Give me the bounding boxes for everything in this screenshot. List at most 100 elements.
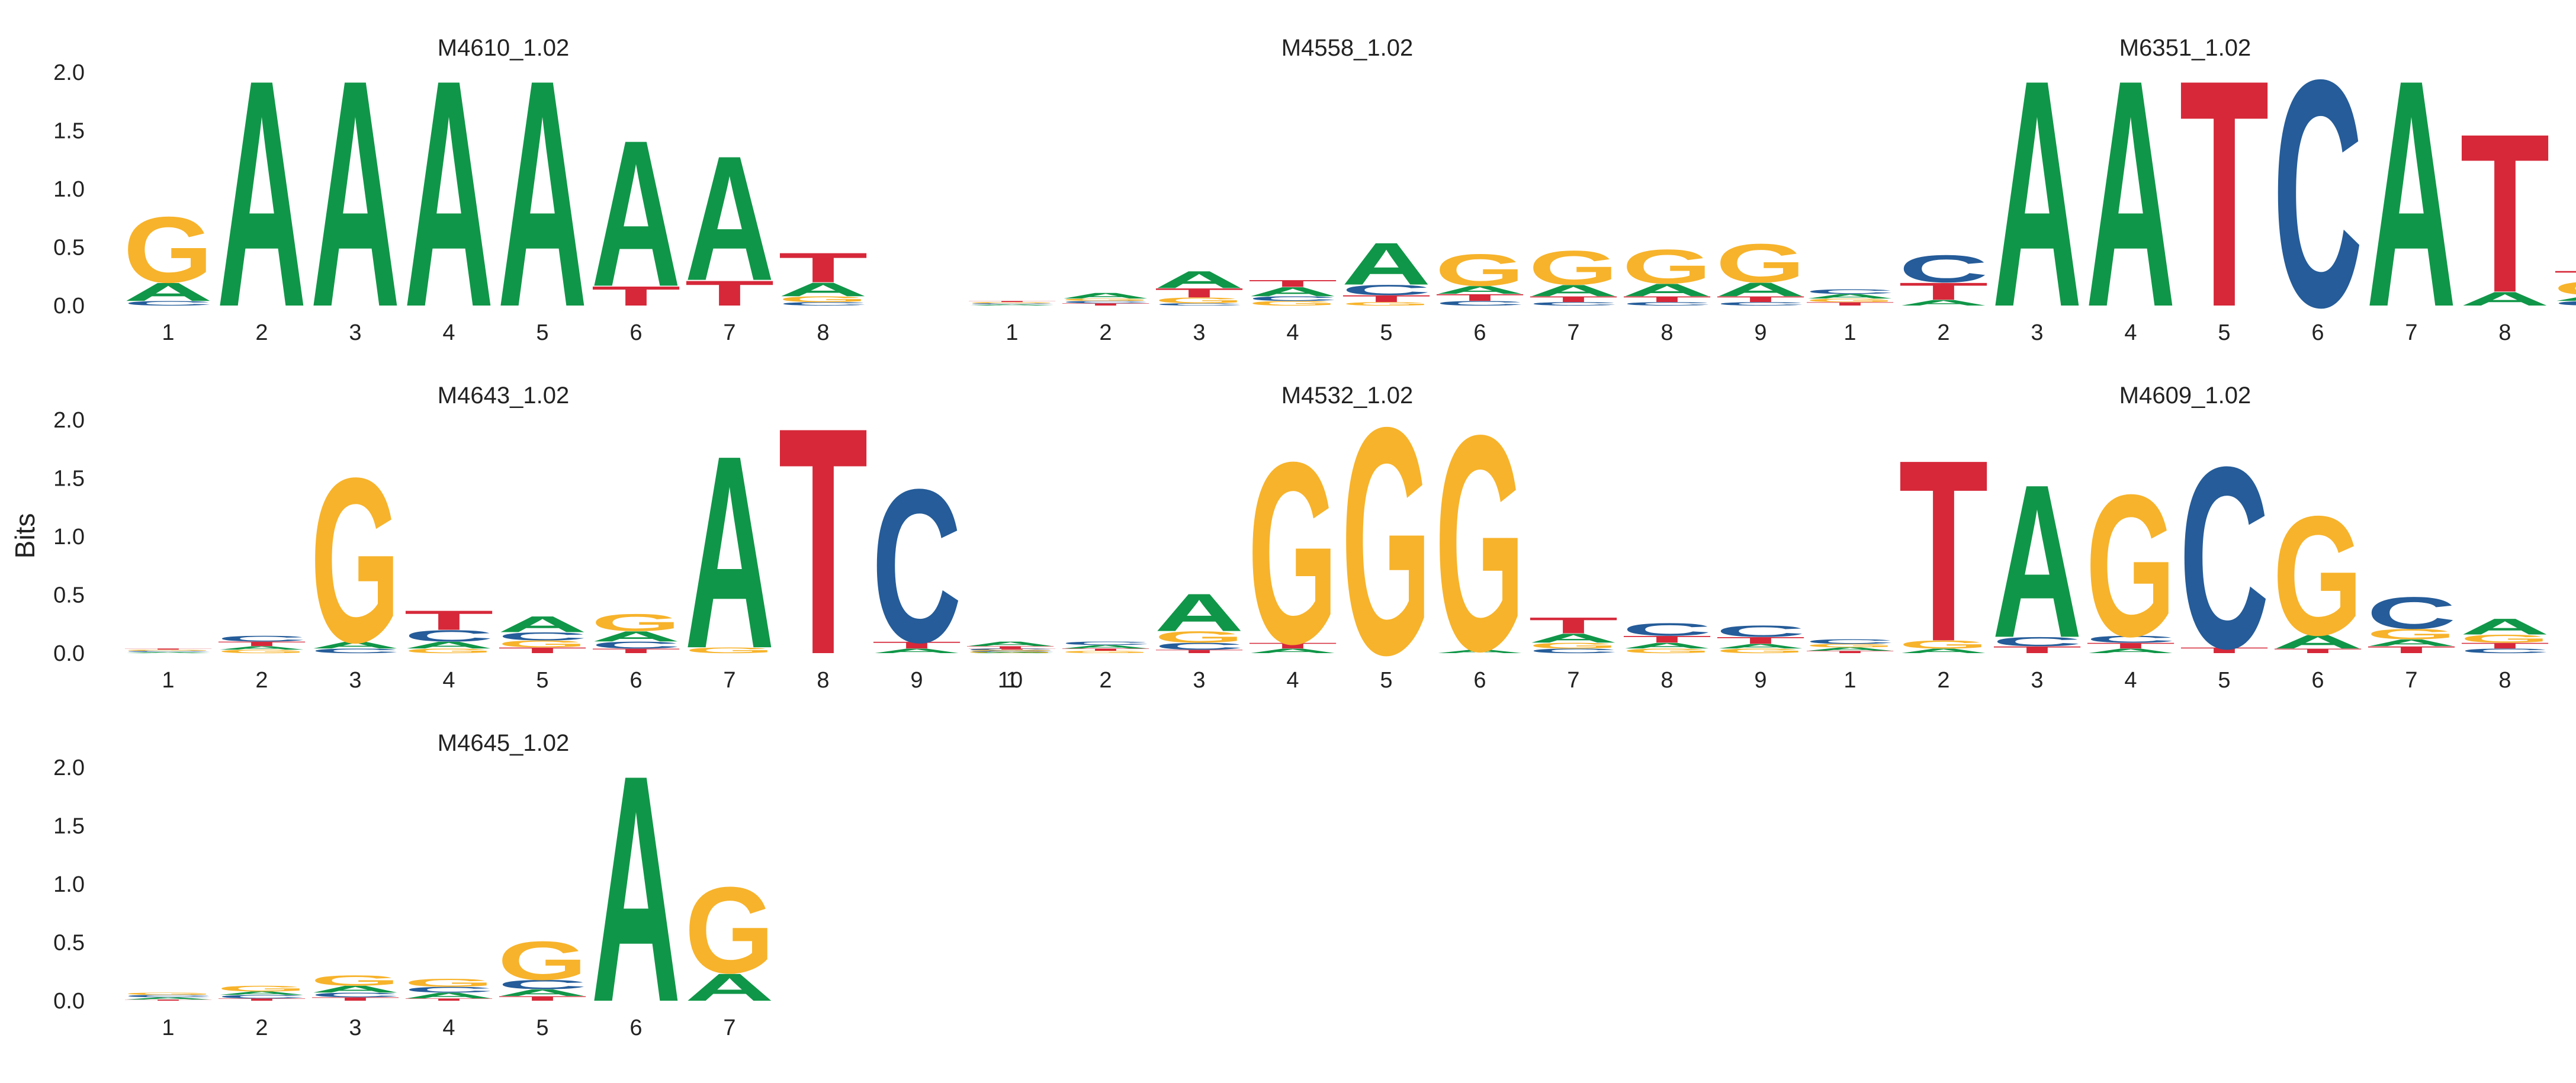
y-tick-label: 0.5 [53,583,85,608]
logo-letter-g: G [1248,408,1338,698]
logo-letter-t: T [497,995,587,1002]
y-tick-label: 2.0 [53,60,85,85]
logo-letter-t: T [1992,644,2082,655]
logo-letter-a: A [967,304,1057,306]
x-tick-label: 1 [1006,320,1018,345]
panel-title: M4610_1.02 [438,35,569,61]
logo-letter-a: A [1154,266,1244,294]
logo-letter-c: C [123,994,213,998]
x-tick-label: 3 [349,1015,361,1040]
logo-letter-a: A [1248,284,1338,298]
logo-letter-a: A [217,645,307,651]
logo-letter-c: C [123,651,213,653]
logo-letter-c: C [1528,647,1618,654]
x-tick-label: 7 [723,668,735,693]
logo-letter-a: A [497,12,587,374]
x-tick-label: 7 [723,320,735,345]
logo-letter-t: T [1622,634,1712,645]
logo-letter-c: C [310,991,400,998]
logo-letter-g: G [2553,277,2576,299]
y-tick-label: 2.0 [53,756,85,780]
x-tick-label: 4 [2124,320,2137,345]
logo-letter-t: T [123,648,213,650]
x-tick-label: 5 [536,668,548,693]
logo-letter-c: C [1992,634,2082,648]
logo-letter-g: G [217,649,307,654]
x-tick-label: 5 [536,320,548,345]
logo-letter-t: T [1061,648,1151,651]
panel-title: M4558_1.02 [1281,35,1413,61]
logo-letter-c: C [2086,634,2176,644]
y-tick-label: 1.5 [53,119,85,144]
logo-letter-g: G [497,638,587,649]
logo-letter-a: A [1061,644,1151,650]
x-tick-label: 8 [2498,320,2511,345]
logo-letter-a: A [1622,641,1712,650]
logo-letter-c: C [965,648,1055,651]
logo-letter-c: C [967,303,1057,305]
x-tick-label: 6 [629,320,642,345]
logo-letter-c: C [1154,641,1244,651]
logo-letter-t: T [1716,295,1806,304]
x-tick-label: 10 [998,668,1023,693]
logo-letter-a: A [591,628,681,645]
logo-letter-g: G [1716,647,1806,654]
logo-letter-c: C [1248,295,1338,302]
x-tick-label: 5 [1380,320,1392,345]
logo-letter-a: A [1435,284,1525,296]
logo-letter-a: A [310,12,400,374]
logo-letter-a: A [1435,649,1525,654]
logo-letter-c: C [217,634,307,643]
y-tick-label: 0.5 [53,236,85,261]
logo-letter-g: G [965,650,1055,654]
x-tick-label: 7 [1567,320,1579,345]
logo-letter-c: C [1716,622,1806,641]
logo-letter-t: T [2460,87,2550,340]
logo-letter-c: C [1805,288,1895,295]
y-tick-label: 0.5 [53,931,85,956]
logo-letter-g: G [1248,300,1338,307]
x-tick-label: 1 [1006,668,1018,693]
x-tick-label: 3 [1193,320,1205,345]
logo-letter-c: C [123,300,213,307]
logo-letter-c: C [591,639,681,650]
panel-title: M6351_1.02 [2119,35,2251,61]
logo-letter-g: G [123,992,213,995]
logo-letter-g: G [1622,239,1712,294]
x-tick-label: 9 [1754,668,1766,693]
logo-panel: M4558_1.021ACGT2TCGA3CGTA4GCAT5GTCA6CTAG… [967,35,1806,345]
y-axis-label: Bits [9,513,40,559]
logo-letter-a: A [1061,291,1151,300]
logo-panel: M4645_1.020.00.51.01.52.01TACG2TCAG3TCAG… [53,708,775,1069]
logo-letter-c: C [1622,619,1712,639]
logo-letter-t: T [217,640,307,647]
logo-letter-c: C [2273,12,2363,374]
logo-letter-c: C [1061,300,1151,304]
logo-letter-g: G [1061,650,1151,654]
logo-letter-t: T [965,645,1055,649]
logo-letter-g: G [685,862,775,999]
logo-letter-t: T [2553,268,2576,284]
x-tick-label: 3 [2031,668,2043,693]
logo-letter-t: T [1248,641,1338,650]
logo-letter-c: C [2460,647,2550,654]
x-tick-label: 6 [2311,668,2324,693]
logo-letter-c: C [1716,301,1806,307]
logo-letter-a: A [217,991,307,996]
logo-letter-c: C [404,985,494,994]
logo-letter-a: A [2366,12,2456,374]
logo-letter-a: A [1899,647,1989,654]
logo-letter-t: T [591,647,681,654]
logo-letter-a: A [310,639,400,650]
x-tick-label: 2 [255,1015,268,1040]
logo-letter-g: G [2366,626,2456,642]
logo-letter-t: T [1061,303,1151,306]
logo-letter-c: C [1805,638,1895,645]
logo-letter-c: C [967,651,1057,653]
x-tick-label: 5 [2218,668,2230,693]
logo-letter-c: C [1061,641,1151,646]
logo-letter-a: A [1716,642,1806,650]
logo-letter-t: T [217,998,307,1001]
